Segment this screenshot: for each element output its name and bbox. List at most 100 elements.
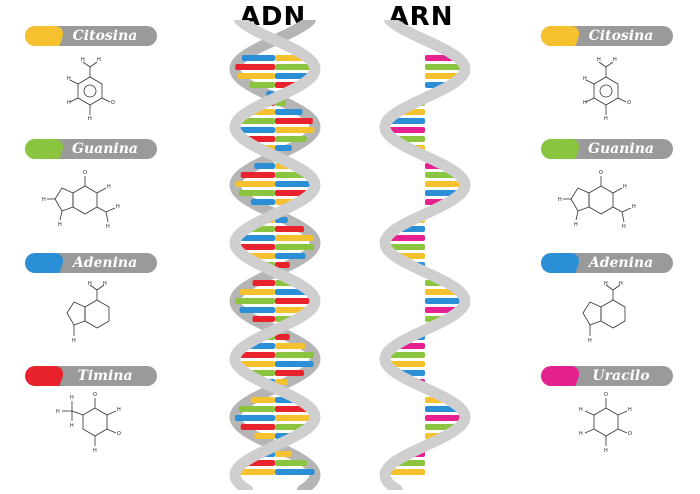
svg-text:O: O [628, 431, 632, 437]
cytosine-structure-right: H H H H O H [571, 55, 641, 125]
adenine-structure: H H H [55, 280, 130, 350]
svg-text:O: O [117, 431, 121, 437]
svg-text:H: H [628, 407, 632, 413]
legend-left-cytosine: Citosina [25, 26, 157, 46]
rna-base [385, 469, 425, 475]
svg-text:H: H [588, 338, 592, 344]
svg-text:O: O [627, 100, 631, 106]
rna-base [425, 181, 465, 187]
base-pair-left [237, 73, 275, 79]
base-pair-left [235, 244, 275, 250]
base-pair-right [275, 298, 315, 304]
base-pair-right [275, 136, 307, 142]
base-pair-right [275, 109, 303, 115]
color-swatch [25, 139, 55, 159]
base-pair-right [275, 415, 315, 421]
svg-text:H: H [117, 407, 121, 413]
base-pair-left [235, 64, 275, 70]
base-pair-right [275, 460, 307, 466]
base-pair-left [254, 433, 275, 439]
base-pair-right [275, 244, 315, 250]
base-pair-left [235, 469, 275, 475]
svg-text:H: H [583, 100, 587, 106]
svg-text:O: O [93, 392, 97, 398]
svg-text:H: H [116, 204, 120, 210]
adenine-structure-right: H H H [571, 280, 646, 350]
base-label: Citosina [72, 28, 138, 44]
svg-text:H: H [604, 448, 608, 454]
base-pair-left [254, 163, 275, 169]
base-pair-right [275, 226, 305, 232]
base-pair-left [235, 415, 275, 421]
rna-base [425, 298, 465, 304]
svg-text:H: H [604, 281, 608, 287]
base-pair-left [250, 199, 275, 205]
base-pair-left [235, 298, 275, 304]
svg-text:H: H [583, 76, 587, 82]
rna-single-strand [362, 14, 488, 494]
base-pair-right [275, 361, 314, 367]
rna-base [425, 64, 465, 70]
svg-text:H: H [579, 431, 583, 437]
svg-text:H: H [81, 57, 85, 63]
base-label: Citosina [588, 28, 654, 44]
base-pair-left [238, 190, 275, 196]
svg-text:H: H [70, 395, 74, 401]
svg-text:H: H [632, 204, 636, 210]
base-pair-left [235, 127, 275, 133]
svg-text:H: H [613, 57, 617, 63]
legend-right-guanine: Guanina [541, 139, 673, 159]
base-pair-right [275, 181, 315, 187]
legend-right-cytosine: Citosina [541, 26, 673, 46]
svg-text:H: H [97, 57, 101, 63]
svg-text:H: H [579, 407, 583, 413]
svg-text:O: O [604, 392, 608, 398]
base-pair-left [237, 118, 275, 124]
svg-text:H: H [622, 224, 626, 230]
base-pair-right [275, 469, 315, 475]
uracil-structure: O H O H H H [571, 390, 646, 460]
svg-text:H: H [623, 184, 627, 190]
svg-text:O: O [111, 100, 115, 106]
color-swatch [541, 139, 571, 159]
svg-text:O: O [83, 170, 87, 176]
svg-text:H: H [42, 197, 46, 203]
base-label: Guanina [72, 141, 138, 157]
base-pair-right [275, 145, 292, 151]
cytosine-structure: H H H H O H [55, 55, 125, 125]
color-swatch [25, 26, 55, 46]
legend-left-adenine: Adenina [25, 253, 157, 273]
base-pair-right [275, 235, 314, 241]
base-pair-left [240, 424, 275, 430]
svg-text:H: H [103, 281, 107, 287]
legend-left-guanine: Guanina [25, 139, 157, 159]
base-pair-left [236, 235, 275, 241]
base-pair-left [252, 280, 275, 286]
svg-text:H: H [88, 116, 92, 122]
base-pair-right [275, 127, 315, 133]
thymine-structure: O H O H H H H [50, 390, 130, 460]
base-pair-left [239, 307, 275, 313]
svg-text:H: H [67, 100, 71, 106]
rna-base [386, 361, 425, 367]
base-pair-right [275, 64, 315, 70]
svg-text:H: H [56, 409, 60, 415]
base-pair-right [275, 352, 315, 358]
base-pair-right [275, 451, 292, 457]
base-label: Adenina [72, 255, 138, 271]
base-label: Guanina [588, 141, 654, 157]
svg-text:H: H [106, 224, 110, 230]
svg-text:H: H [88, 281, 92, 287]
svg-text:H: H [93, 448, 97, 454]
base-pair-left [240, 172, 275, 178]
base-pair-right [275, 118, 313, 124]
base-pair-left [235, 352, 275, 358]
base-pair-right [275, 343, 306, 349]
backbone-front-strand [229, 14, 321, 494]
rna-base [385, 244, 425, 250]
rna-base [385, 352, 425, 358]
color-swatch [541, 26, 571, 46]
color-swatch [25, 253, 55, 273]
base-pair-right [275, 253, 306, 259]
svg-text:H: H [558, 197, 562, 203]
